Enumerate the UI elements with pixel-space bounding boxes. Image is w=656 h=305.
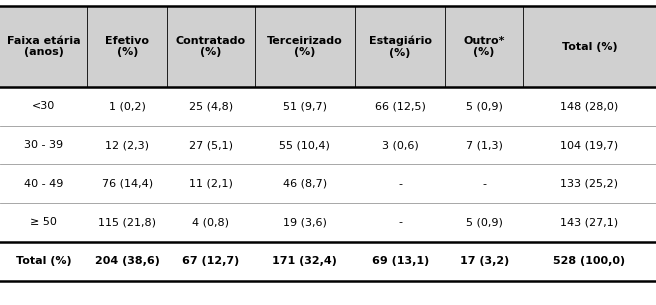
Text: -: - [482, 179, 486, 189]
Bar [87, 87, 167, 126]
Text: 17 (3,2): 17 (3,2) [459, 256, 509, 266]
Bar [0, 164, 87, 203]
Text: ≥ 50: ≥ 50 [30, 217, 57, 228]
Bar [355, 242, 445, 281]
Bar [255, 203, 355, 242]
Text: 55 (10,4): 55 (10,4) [279, 140, 330, 150]
Text: 46 (8,7): 46 (8,7) [283, 179, 327, 189]
Text: 5 (0,9): 5 (0,9) [466, 101, 502, 111]
Bar [0, 242, 87, 281]
Bar [167, 6, 255, 87]
Bar [523, 242, 656, 281]
Text: Total (%): Total (%) [16, 256, 72, 266]
Bar [445, 126, 523, 164]
Text: 528 (100,0): 528 (100,0) [554, 256, 625, 266]
Text: Estagiário
(%): Estagiário (%) [369, 35, 432, 58]
Bar [255, 6, 355, 87]
Bar [167, 203, 255, 242]
Text: 7 (1,3): 7 (1,3) [466, 140, 502, 150]
Text: Outro*
(%): Outro* (%) [463, 36, 505, 57]
Bar [0, 87, 87, 126]
Text: Terceirizado
(%): Terceirizado (%) [267, 36, 342, 57]
Bar [523, 203, 656, 242]
Text: 27 (5,1): 27 (5,1) [189, 140, 233, 150]
Bar [445, 164, 523, 203]
Text: -: - [398, 217, 402, 228]
Bar [255, 87, 355, 126]
Text: 40 - 49: 40 - 49 [24, 179, 64, 189]
Bar [523, 6, 656, 87]
Bar [167, 242, 255, 281]
Text: 104 (19,7): 104 (19,7) [560, 140, 619, 150]
Bar [0, 6, 87, 87]
Text: 51 (9,7): 51 (9,7) [283, 101, 327, 111]
Text: 66 (12,5): 66 (12,5) [375, 101, 426, 111]
Bar [87, 126, 167, 164]
Bar [255, 126, 355, 164]
Bar [167, 87, 255, 126]
Bar [355, 164, 445, 203]
Text: 12 (2,3): 12 (2,3) [105, 140, 150, 150]
Bar [167, 164, 255, 203]
Text: 133 (25,2): 133 (25,2) [560, 179, 619, 189]
Bar [355, 126, 445, 164]
Text: 1 (0,2): 1 (0,2) [109, 101, 146, 111]
Bar [87, 164, 167, 203]
Text: 19 (3,6): 19 (3,6) [283, 217, 327, 228]
Bar [523, 164, 656, 203]
Text: 30 - 39: 30 - 39 [24, 140, 63, 150]
Text: 143 (27,1): 143 (27,1) [560, 217, 619, 228]
Bar [87, 242, 167, 281]
Bar [0, 126, 87, 164]
Text: 76 (14,4): 76 (14,4) [102, 179, 153, 189]
Text: 204 (38,6): 204 (38,6) [95, 256, 159, 266]
Text: Contratado
(%): Contratado (%) [176, 36, 246, 57]
Bar [0, 203, 87, 242]
Bar [355, 87, 445, 126]
Bar [255, 164, 355, 203]
Bar [167, 126, 255, 164]
Text: 3 (0,6): 3 (0,6) [382, 140, 419, 150]
Text: <30: <30 [32, 101, 55, 111]
Text: Efetivo
(%): Efetivo (%) [105, 36, 150, 57]
Text: 67 (12,7): 67 (12,7) [182, 256, 239, 266]
Bar [355, 203, 445, 242]
Bar [445, 203, 523, 242]
Bar [87, 203, 167, 242]
Bar [445, 87, 523, 126]
Text: 69 (13,1): 69 (13,1) [371, 256, 429, 266]
Text: 25 (4,8): 25 (4,8) [189, 101, 233, 111]
Bar [523, 126, 656, 164]
Text: 11 (2,1): 11 (2,1) [189, 179, 233, 189]
Bar [87, 6, 167, 87]
Text: 4 (0,8): 4 (0,8) [192, 217, 230, 228]
Text: 148 (28,0): 148 (28,0) [560, 101, 619, 111]
Text: Faixa etária
(anos): Faixa etária (anos) [7, 36, 81, 57]
Text: Total (%): Total (%) [562, 41, 617, 52]
Bar [523, 87, 656, 126]
Bar [355, 6, 445, 87]
Text: -: - [398, 179, 402, 189]
Text: 171 (32,4): 171 (32,4) [272, 256, 337, 266]
Text: 5 (0,9): 5 (0,9) [466, 217, 502, 228]
Bar [255, 242, 355, 281]
Text: 115 (21,8): 115 (21,8) [98, 217, 156, 228]
Bar [445, 6, 523, 87]
Bar [445, 242, 523, 281]
